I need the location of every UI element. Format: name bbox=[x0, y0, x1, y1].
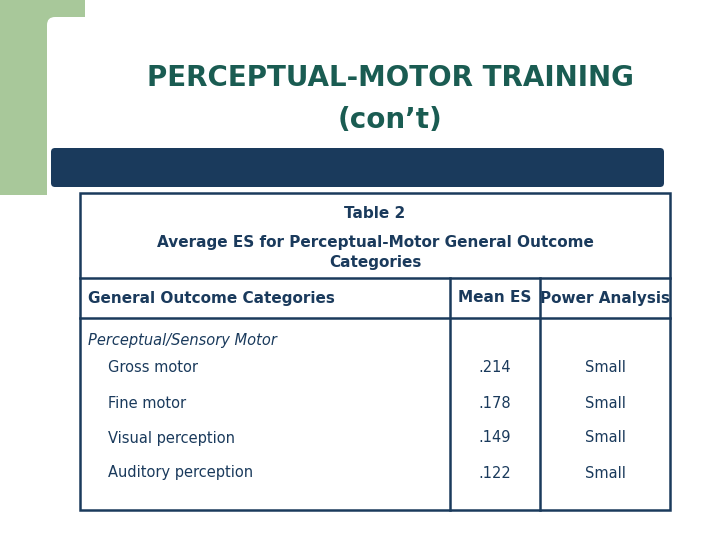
Text: Gross motor: Gross motor bbox=[108, 361, 198, 375]
Text: .122: .122 bbox=[479, 465, 511, 481]
Text: Small: Small bbox=[585, 465, 626, 481]
Text: Table 2: Table 2 bbox=[344, 206, 405, 220]
Text: Categories: Categories bbox=[329, 254, 421, 269]
Text: Auditory perception: Auditory perception bbox=[108, 465, 253, 481]
Text: Small: Small bbox=[585, 430, 626, 445]
FancyBboxPatch shape bbox=[47, 17, 718, 523]
Text: Power Analysis: Power Analysis bbox=[540, 291, 670, 306]
Text: .214: .214 bbox=[479, 361, 511, 375]
Text: General Outcome Categories: General Outcome Categories bbox=[88, 291, 335, 306]
Text: Perceptual/Sensory Motor: Perceptual/Sensory Motor bbox=[88, 333, 277, 348]
Bar bbox=[0, 0, 85, 195]
Text: Small: Small bbox=[585, 361, 626, 375]
Text: Average ES for Perceptual-Motor General Outcome: Average ES for Perceptual-Motor General … bbox=[156, 234, 593, 249]
Text: .178: .178 bbox=[479, 395, 511, 410]
Text: Visual perception: Visual perception bbox=[108, 430, 235, 445]
Text: (con’t): (con’t) bbox=[338, 106, 442, 134]
Text: PERCEPTUAL-MOTOR TRAINING: PERCEPTUAL-MOTOR TRAINING bbox=[147, 64, 634, 92]
Text: Mean ES: Mean ES bbox=[459, 291, 531, 306]
Text: Fine motor: Fine motor bbox=[108, 395, 186, 410]
Text: .149: .149 bbox=[479, 430, 511, 445]
FancyBboxPatch shape bbox=[51, 148, 664, 187]
Bar bbox=[80, 193, 670, 510]
Text: Small: Small bbox=[585, 395, 626, 410]
